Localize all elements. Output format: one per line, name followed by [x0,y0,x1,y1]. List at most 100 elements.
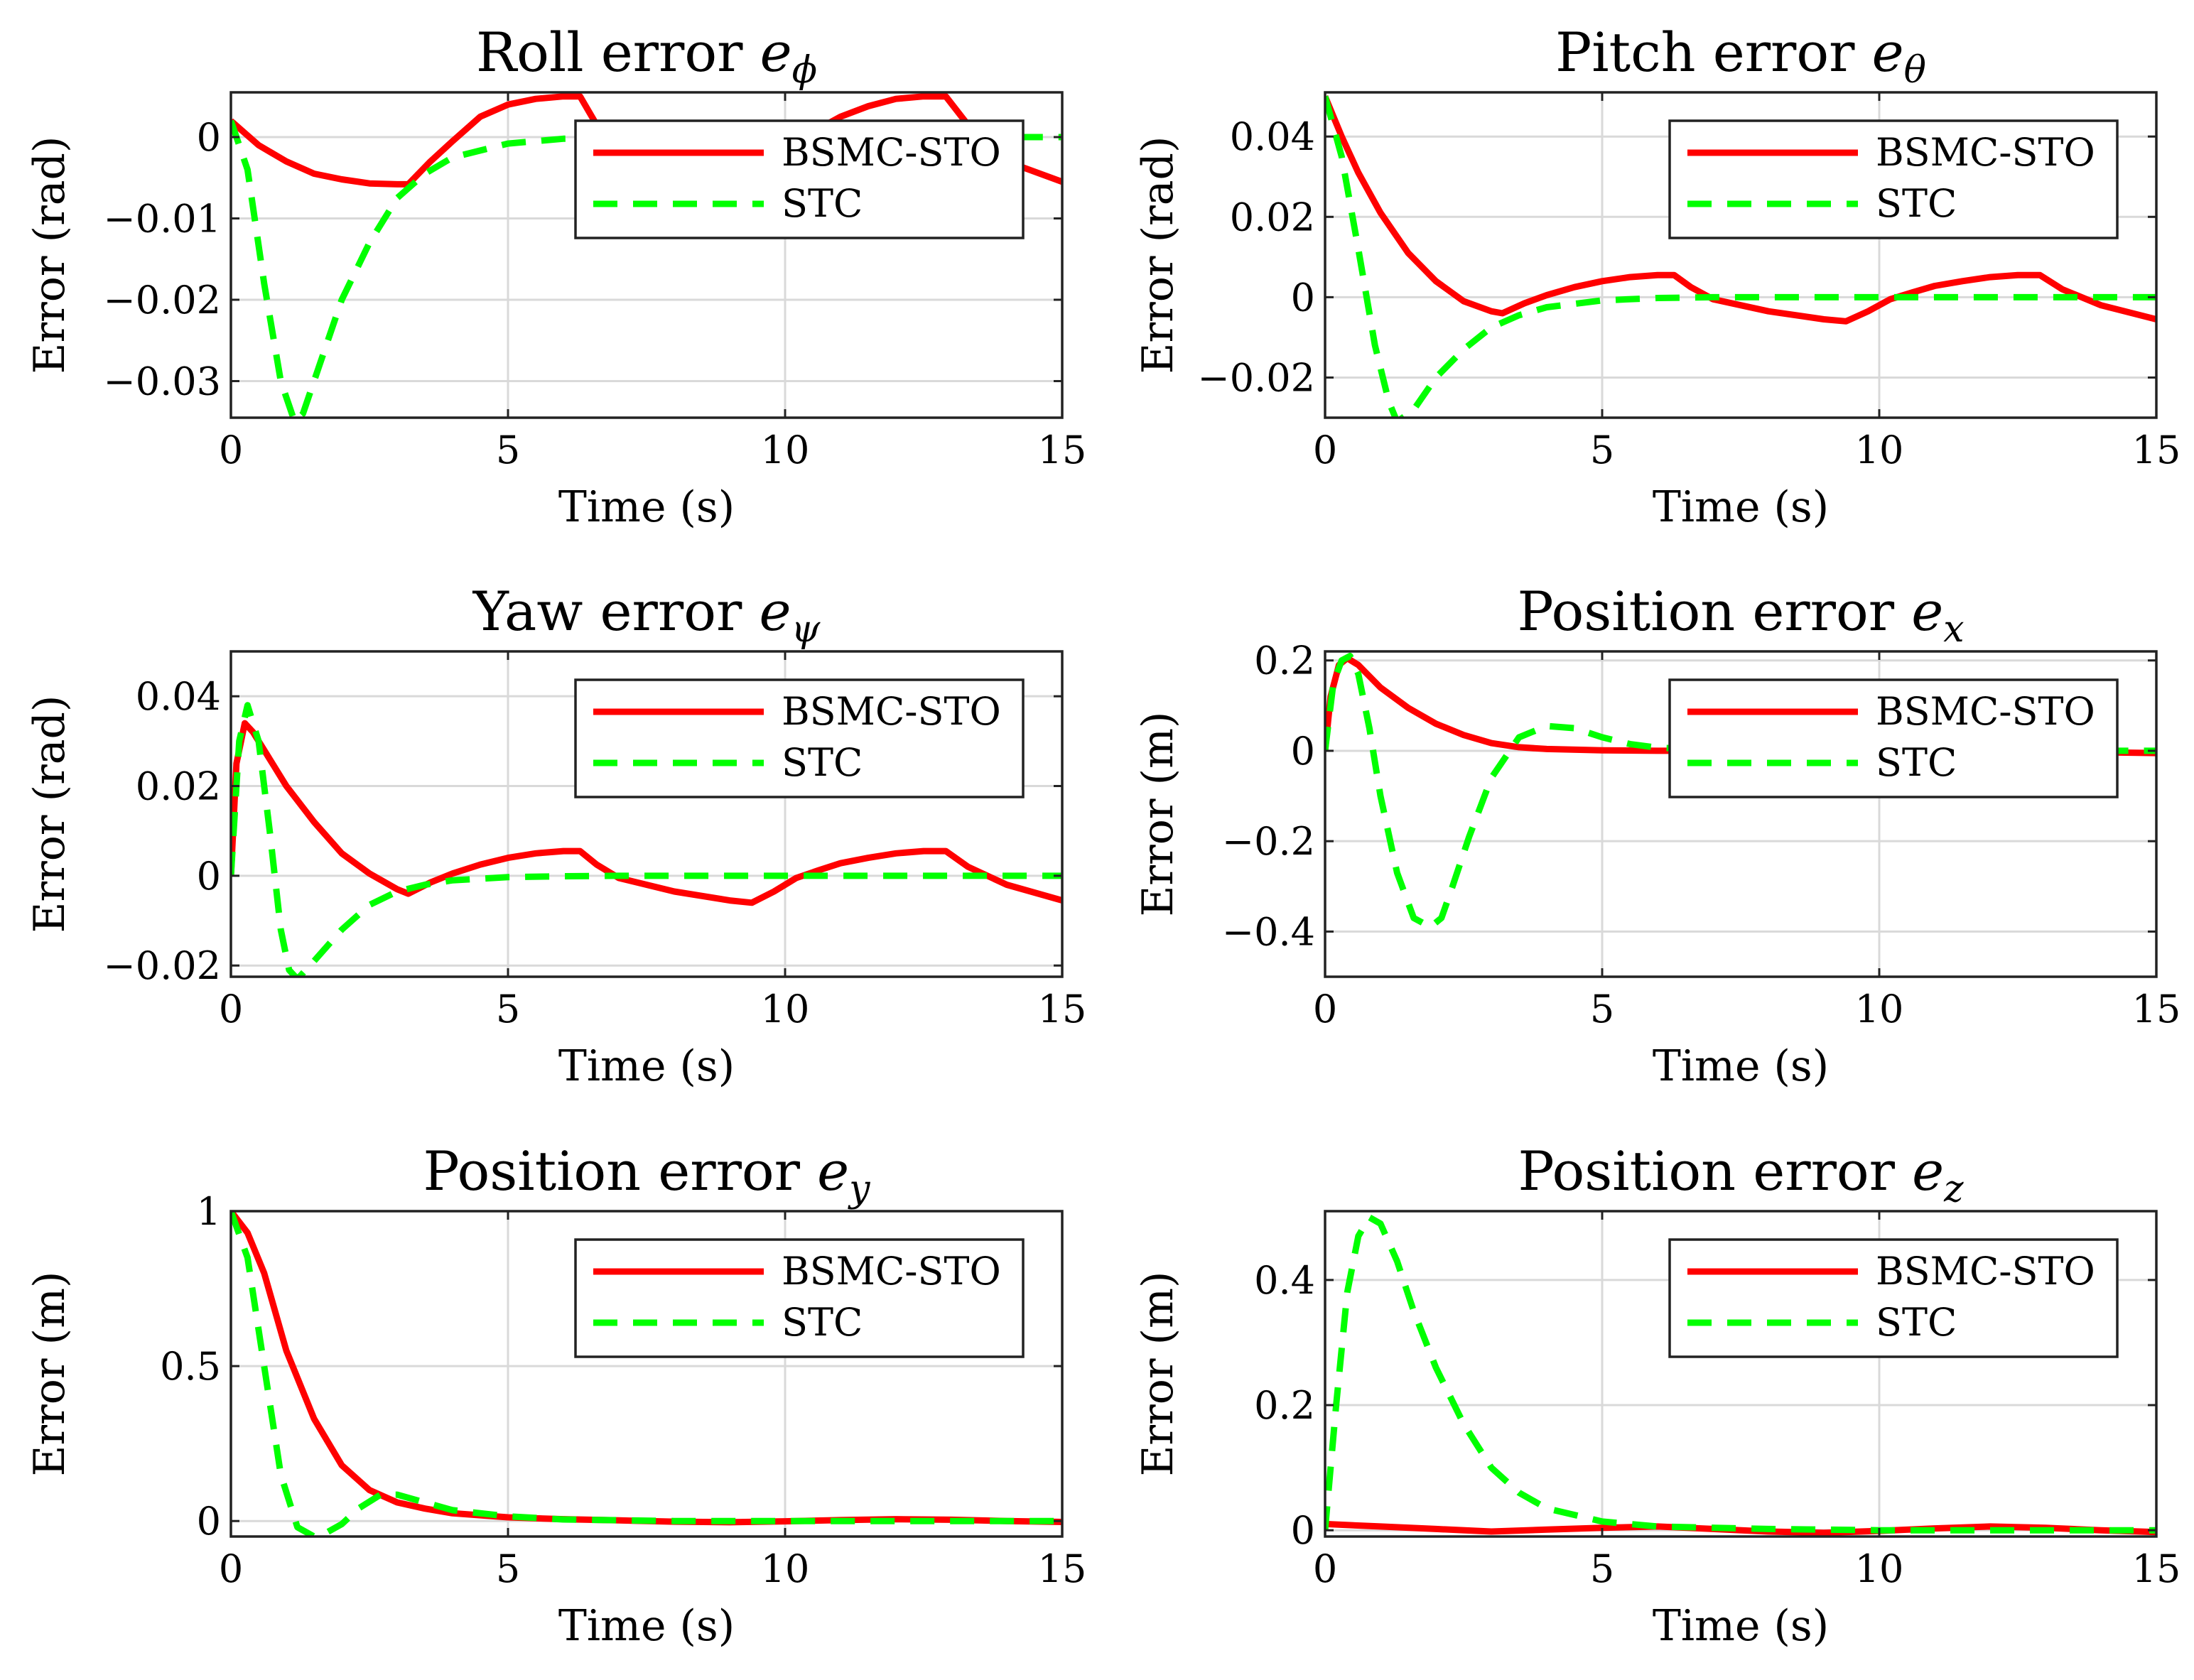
y-axis-label: Error (rad) [25,136,75,374]
x-axis-label: Time (s) [558,1041,735,1091]
legend-label: BSMC-STO [1876,130,2095,175]
legend-label: STC [782,740,863,785]
chart-title-text: Position error [423,1139,817,1203]
legend: BSMC-STO STC [574,1238,1025,1358]
x-tick-label: 10 [1855,428,1904,472]
legend-label: BSMC-STO [782,130,1001,175]
chart-title-text: Roll error [476,21,760,84]
chart-title-text: Yaw error [472,580,760,643]
y-tick-label: 0 [197,1499,221,1544]
legend-label: STC [1876,740,1957,785]
x-axis-label: Time (s) [1653,482,1829,532]
axes-frame [1324,650,2158,978]
y-tick-label: −0.02 [104,278,221,323]
axes-frame [229,650,1064,978]
y-tick-label: 1 [197,1189,221,1234]
series-group [1325,94,2156,418]
chart-title-symbol: e [817,1139,849,1203]
x-axis-label: Time (s) [558,1601,735,1651]
y-tick-label: −0.2 [1222,819,1315,864]
legend-label: BSMC-STO [1876,689,2095,734]
subplot-1: 0 5 10 15 0 −0.01 −0.02 −0.03 Roll error eϕ Time … [25,21,1086,532]
x-tick-label: 5 [496,1546,520,1591]
y-axis-label: Error (m) [1133,1272,1183,1477]
x-tick-label: 15 [1038,987,1087,1031]
y-tick-label: 0.2 [1254,639,1315,683]
chart-title-subscript: y [848,1168,870,1210]
x-tick-label: 10 [761,1546,810,1591]
y-tick-label: 0.02 [136,764,221,809]
y-tick-label: 0.2 [1254,1383,1315,1428]
series-line-bsmc-sto [1325,1520,2156,1537]
chart-title-symbol: e [760,21,792,84]
subplot-5: 0 5 10 15 1 0.5 0 Position error ey Time (s) Erro… [25,1139,1086,1651]
legend-label: STC [782,181,863,226]
x-tick-label: 5 [1590,987,1614,1031]
legend-label: STC [782,1300,863,1345]
y-tick-label: −0.4 [1222,909,1315,954]
x-tick-label: 0 [219,428,243,472]
x-tick-label: 5 [496,428,520,472]
legend-label: BSMC-STO [782,689,1001,734]
x-tick-label: 10 [761,428,810,472]
series-line-bsmc-sto [231,720,1062,906]
series-line-stc [1325,1214,2156,1534]
legend-box [1668,678,2119,798]
chart-title-subscript: x [1943,608,1964,651]
y-axis-label: Error (m) [1133,712,1183,917]
x-tick-label: 5 [1590,428,1614,472]
x-tick-label: 15 [2132,428,2181,472]
x-tick-label: 15 [1038,1546,1087,1591]
x-tick-label: 15 [2132,1546,2181,1591]
subplot-6: 0 5 10 15 0.4 0.2 0 Position error ez Time (s) Er… [1133,1139,2181,1651]
chart-title-text: Position error [1518,1139,1912,1203]
x-tick-label: 0 [1313,428,1337,472]
y-tick-label: 0.4 [1254,1258,1315,1303]
x-tick-label: 0 [219,1546,243,1591]
x-tick-label: 10 [1855,987,1904,1031]
chart-title: Yaw error eψ [472,580,821,651]
y-axis-label: Error (rad) [1133,136,1183,374]
y-axis-label: Error (rad) [25,695,75,933]
legend-label: BSMC-STO [782,1249,1001,1294]
legend: BSMC-STO STC [574,119,1025,239]
axes-frame [229,91,1064,419]
subplot-2: 0 5 10 15 0.04 0.02 0 −0.02 Pitch error eθ Time (… [1133,21,2181,532]
legend-label: STC [1876,181,1957,226]
x-tick-label: 5 [496,987,520,1031]
x-tick-label: 15 [2132,987,2181,1031]
y-axis-label: Error (m) [25,1272,75,1477]
legend-box [574,119,1025,239]
axes-frame [1324,91,2158,419]
chart-title-text: Pitch error [1555,21,1872,84]
y-tick-label: 0.02 [1230,195,1315,239]
y-tick-label: 0 [1291,1508,1315,1553]
series-group [231,1211,1062,1537]
y-tick-label: 0.04 [136,674,221,719]
chart-title-symbol: e [759,580,791,643]
series-group [231,702,1062,977]
axes-frame [229,1210,1064,1538]
chart-title-subscript: ϕ [792,49,817,92]
x-tick-label: 0 [219,987,243,1031]
x-axis-label: Time (s) [1653,1601,1829,1651]
y-tick-label: 0.5 [160,1344,221,1389]
x-tick-label: 15 [1038,428,1087,472]
legend: BSMC-STO STC [1668,119,2119,239]
x-axis-label: Time (s) [1653,1041,1829,1091]
x-axis-label: Time (s) [558,482,735,532]
y-tick-label: 0 [197,115,221,160]
series-line-stc [231,1211,1062,1537]
legend-box [574,1238,1025,1358]
chart-title-text: Position error [1517,580,1911,643]
chart-title: Roll error eϕ [476,21,817,92]
series-group [1325,1214,2156,1537]
x-tick-label: 0 [1313,1546,1337,1591]
legend: BSMC-STO STC [574,678,1025,798]
x-tick-label: 5 [1590,1546,1614,1591]
legend: BSMC-STO STC [1668,678,2119,798]
legend-box [1668,1238,2119,1358]
chart-title-symbol: e [1912,1139,1944,1203]
series-line-stc [231,702,1062,977]
